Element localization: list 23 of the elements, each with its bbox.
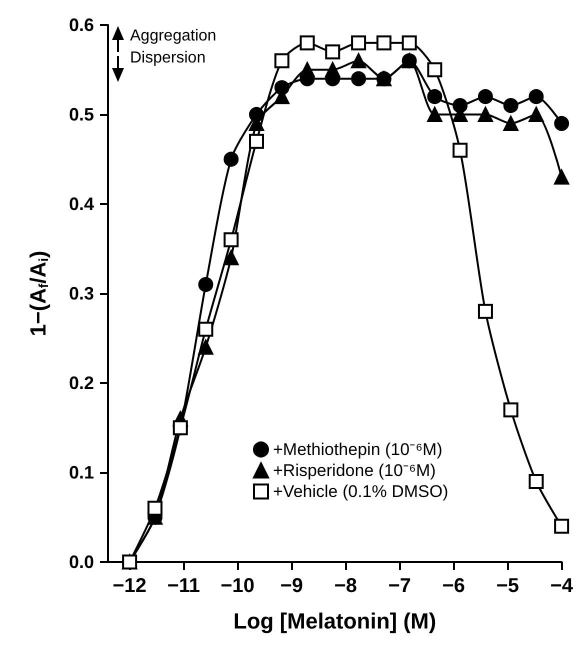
annotation: Dispersion bbox=[130, 50, 206, 66]
y-tick-label: 0.1 bbox=[68, 462, 94, 482]
legend-label: +Methiothepin (10⁻⁶M) bbox=[273, 440, 442, 459]
x-tick-label: −10 bbox=[220, 575, 255, 597]
x-tick-label: −8 bbox=[334, 575, 358, 597]
x-axis-title: Log [Melatonin] (M) bbox=[233, 608, 436, 634]
x-tick-label: −11 bbox=[167, 575, 200, 597]
x-tick-label: −6 bbox=[442, 575, 466, 597]
y-axis-title: 1−(Af/Ai) bbox=[26, 250, 51, 336]
y-tick-label: 0.5 bbox=[68, 104, 94, 124]
y-tick-label: 0.2 bbox=[68, 373, 94, 393]
y-tick-label: 0.3 bbox=[68, 284, 94, 304]
y-tick-label: 0.0 bbox=[68, 552, 94, 572]
annotation: Aggregation bbox=[130, 28, 216, 44]
y-tick-label: 0.4 bbox=[68, 194, 94, 214]
legend-label: +Risperidone (10⁻⁶M) bbox=[273, 461, 436, 480]
x-tick-label: −4 bbox=[550, 575, 574, 597]
x-tick-label: −5 bbox=[496, 575, 520, 597]
x-tick-label: −9 bbox=[280, 575, 304, 597]
x-tick-label: −7 bbox=[388, 575, 412, 597]
legend-label: +Vehicle (0.1% DMSO) bbox=[273, 482, 448, 501]
x-tick-label: −12 bbox=[112, 575, 147, 597]
y-tick-label: 0.6 bbox=[68, 15, 94, 35]
